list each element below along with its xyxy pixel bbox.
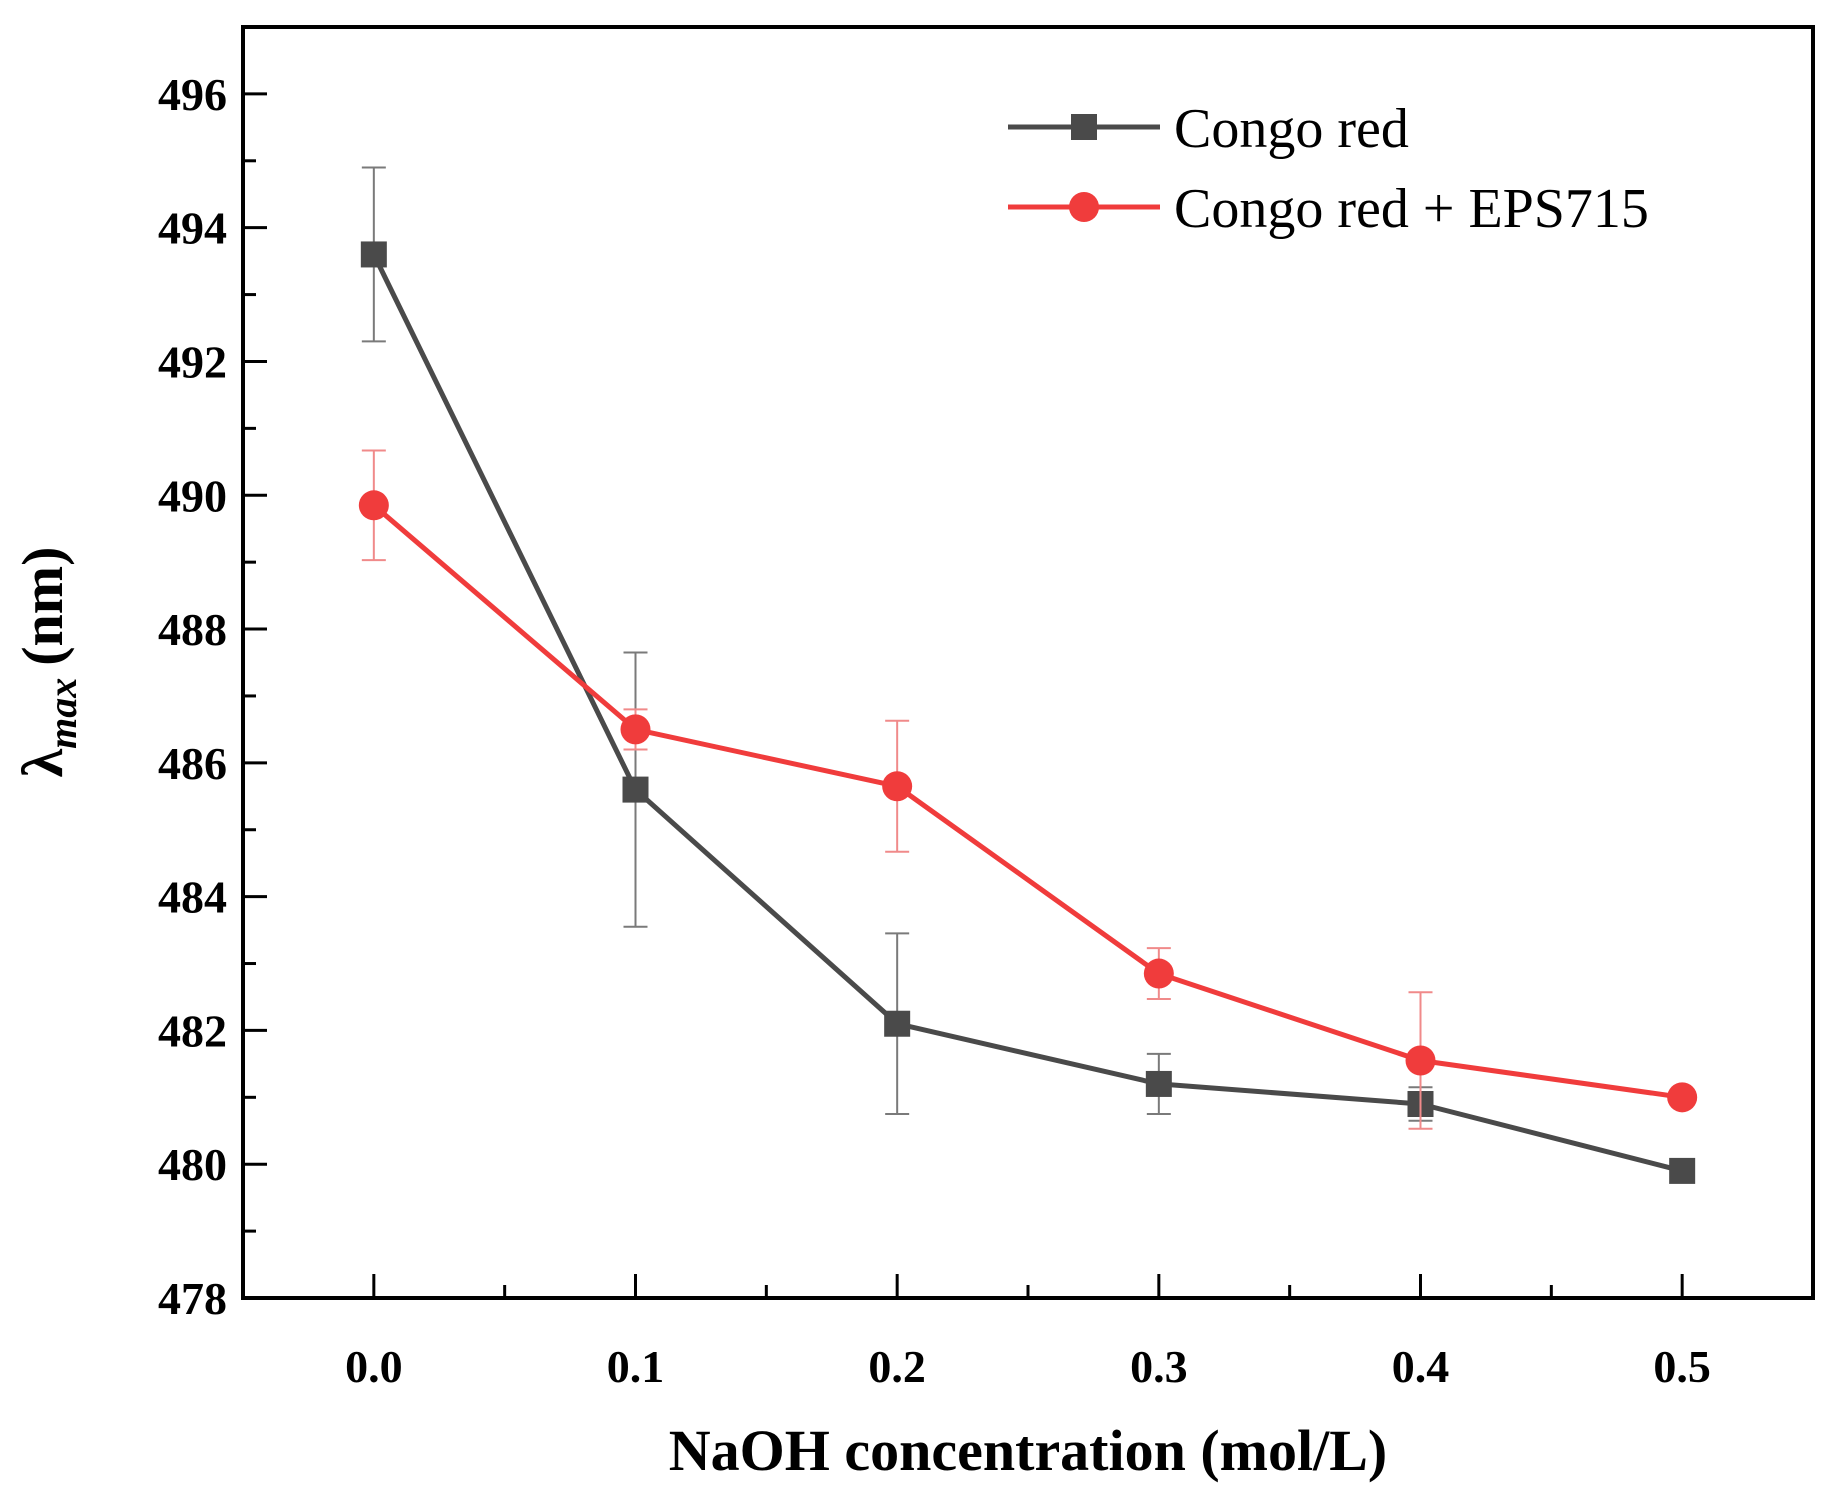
data-point bbox=[1405, 1045, 1436, 1076]
data-point bbox=[620, 714, 651, 745]
data-point bbox=[358, 490, 389, 521]
legend-marker bbox=[1069, 192, 1099, 222]
y-tick-label: 480 bbox=[158, 1139, 227, 1190]
y-tick-label: 490 bbox=[158, 470, 227, 521]
x-tick-label: 0.5 bbox=[1653, 1341, 1711, 1392]
y-tick-label: 494 bbox=[158, 203, 227, 254]
y-axis-unit: (nm) bbox=[10, 547, 75, 666]
data-point bbox=[1669, 1157, 1696, 1184]
series-line bbox=[371, 253, 1683, 1174]
y-tick-label: 484 bbox=[158, 872, 227, 923]
x-tick-label: 0.0 bbox=[345, 1341, 403, 1392]
x-axis-title: NaOH concentration (mol/L) bbox=[669, 1418, 1387, 1483]
data-point bbox=[884, 1010, 911, 1037]
series-congo-red-eps715 bbox=[358, 449, 1698, 1130]
series-layer bbox=[358, 166, 1698, 1184]
x-axis-ticks: 0.0 0.1 0.2 0.3 0.4 0.5 bbox=[345, 1274, 1815, 1392]
data-point bbox=[360, 241, 387, 268]
y-axis-title: λmax (nm) bbox=[10, 547, 85, 778]
y-tick-label: 496 bbox=[158, 69, 227, 120]
data-point bbox=[1145, 1070, 1172, 1097]
y-tick-label: 492 bbox=[158, 336, 227, 387]
y-tick-label: 486 bbox=[158, 738, 227, 789]
y-axis-subscript: max bbox=[40, 678, 85, 749]
y-tick-label: 488 bbox=[158, 604, 227, 655]
legend: Congo red Congo red + EPS715 bbox=[1008, 98, 1649, 240]
y-axis-symbol: λ bbox=[10, 748, 75, 777]
y-axis-ticks: 478 480 482 484 486 488 490 492 494 496 bbox=[158, 69, 267, 1324]
legend-item: Congo red + EPS715 bbox=[1008, 178, 1649, 240]
x-tick-label: 0.1 bbox=[607, 1341, 665, 1392]
data-point bbox=[1143, 958, 1174, 989]
x-tick-label: 0.3 bbox=[1130, 1341, 1188, 1392]
y-tick-label: 482 bbox=[158, 1005, 227, 1056]
legend-label: Congo red bbox=[1174, 98, 1409, 160]
legend-label: Congo red + EPS715 bbox=[1174, 178, 1649, 240]
x-tick-label: 0.4 bbox=[1392, 1341, 1450, 1392]
legend-marker bbox=[1071, 114, 1097, 140]
y-tick-label: 478 bbox=[158, 1273, 227, 1324]
data-point bbox=[1667, 1082, 1698, 1113]
legend-item: Congo red bbox=[1008, 98, 1409, 160]
series-line bbox=[372, 503, 1683, 1100]
x-tick-label: 0.2 bbox=[868, 1341, 926, 1392]
data-point bbox=[622, 776, 649, 803]
data-point bbox=[882, 771, 913, 802]
series-congo-red bbox=[360, 166, 1696, 1184]
